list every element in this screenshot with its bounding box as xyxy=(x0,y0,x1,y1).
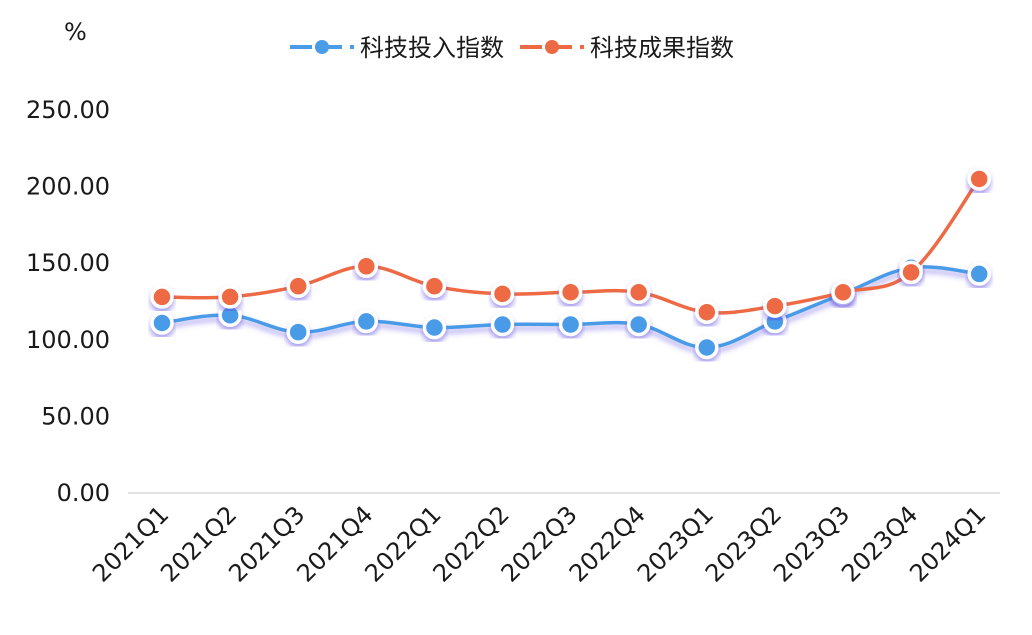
series-2 xyxy=(150,167,991,324)
series-1 xyxy=(150,256,991,360)
data-point xyxy=(218,285,242,309)
data-point xyxy=(422,315,447,340)
legend: 科技投入指数 科技成果指数 xyxy=(290,34,734,62)
data-point xyxy=(967,167,991,191)
data-point xyxy=(150,311,174,335)
legend-item: 科技成果指数 xyxy=(520,34,734,62)
y-unit-label: % xyxy=(64,18,87,46)
data-point xyxy=(899,260,923,285)
y-tick-label: 0.00 xyxy=(57,479,110,507)
y-tick-label: 100.00 xyxy=(26,326,110,354)
data-point xyxy=(626,280,651,305)
data-point xyxy=(490,312,515,337)
x-axis: 2021Q12021Q22021Q32021Q42022Q12022Q22022… xyxy=(87,492,1000,588)
legend-label: 科技成果指数 xyxy=(590,34,734,62)
y-tick-label: 150.00 xyxy=(26,249,110,277)
data-point xyxy=(354,254,379,279)
y-tick-label: 250.00 xyxy=(26,96,110,124)
data-point xyxy=(150,285,174,309)
y-axis: 0.00 50.00 100.00 150.00 200.00 250.00 xyxy=(26,96,110,507)
data-point xyxy=(558,312,583,337)
data-point xyxy=(626,312,651,337)
y-tick-label: 50.00 xyxy=(41,402,110,430)
data-point xyxy=(490,282,515,306)
data-point xyxy=(831,280,855,305)
data-point xyxy=(286,274,310,298)
legend-item: 科技投入指数 xyxy=(290,34,504,62)
x-tick-label: 2024Q1 xyxy=(904,500,991,587)
legend-label: 科技投入指数 xyxy=(360,34,504,62)
data-point xyxy=(695,335,719,360)
data-point xyxy=(422,274,447,298)
y-tick-label: 200.00 xyxy=(26,173,110,201)
data-point xyxy=(286,320,310,344)
series-layer xyxy=(150,167,991,360)
data-point xyxy=(967,262,991,286)
data-point xyxy=(763,294,787,318)
data-point xyxy=(558,280,583,305)
legend-swatch-dot xyxy=(545,40,559,54)
data-point xyxy=(695,300,719,324)
data-point xyxy=(354,309,379,334)
legend-swatch-dot xyxy=(315,40,329,54)
